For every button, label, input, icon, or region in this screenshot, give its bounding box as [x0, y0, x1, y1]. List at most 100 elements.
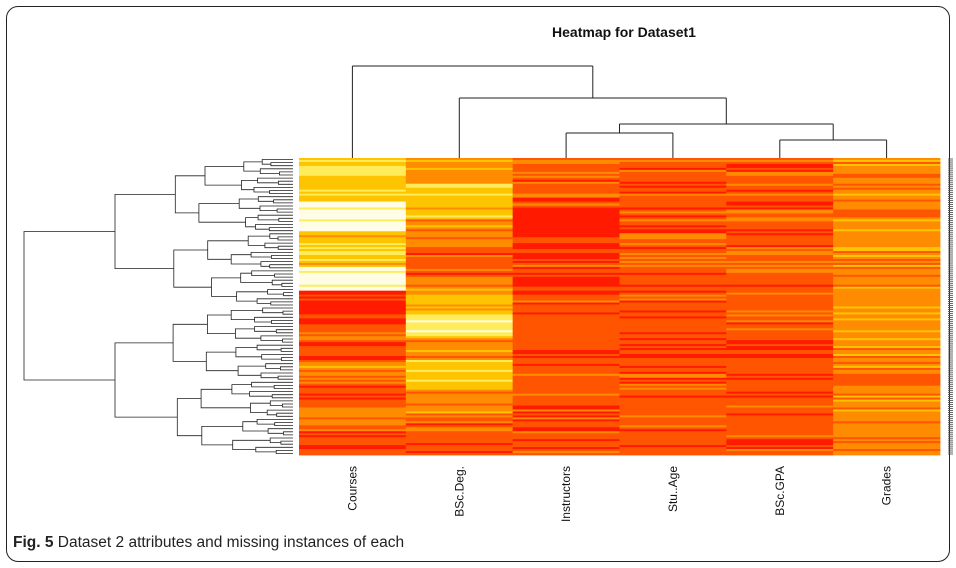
heatmap-cell [619, 405, 727, 408]
heatmap-cell [833, 300, 941, 303]
heatmap-cell [833, 266, 941, 270]
heatmap-cell [726, 183, 834, 187]
heatmap-cell [405, 326, 514, 329]
heatmap-cell [512, 318, 620, 321]
heatmap-cell [299, 314, 407, 317]
dendrogram-branch [280, 347, 293, 352]
heatmap-cell [833, 308, 941, 311]
heatmap-cell [299, 183, 407, 187]
heatmap-cell [833, 245, 941, 248]
heatmap-cell [405, 310, 514, 313]
heatmap-cell [619, 306, 727, 309]
heatmap-cell [619, 209, 727, 212]
heatmap-cell [726, 165, 834, 169]
heatmap-cell [405, 365, 514, 369]
heatmap-cell [726, 314, 834, 317]
heatmap-cell [833, 181, 941, 185]
heatmap-cell [833, 286, 941, 290]
heatmap-cell [299, 233, 407, 236]
heatmap-cell [512, 346, 620, 349]
heatmap-cell [619, 356, 727, 359]
heatmap-cell [619, 417, 727, 420]
dendrogram-branch [200, 388, 251, 409]
heatmap-cell [619, 251, 727, 254]
heatmap-cell [726, 298, 834, 301]
heatmap-cell [405, 217, 514, 220]
heatmap-cell [512, 377, 620, 381]
heatmap-cell [512, 260, 620, 264]
heatmap-cell [512, 401, 620, 404]
heatmap-cell [833, 407, 941, 410]
heatmap-cell [726, 247, 834, 250]
heatmap-cell [833, 336, 941, 339]
heatmap-cell [619, 223, 727, 226]
heatmap-cell [833, 385, 941, 389]
heatmap-cell [726, 363, 834, 367]
heatmap-cell [833, 298, 941, 301]
heatmap-cell [833, 272, 941, 276]
heatmap-cell [405, 429, 514, 432]
heatmap-cell [405, 419, 514, 422]
dendrogram-branch [173, 249, 212, 288]
heatmap-cell [299, 215, 407, 218]
heatmap-cell [619, 391, 727, 395]
heatmap-cell [299, 427, 407, 430]
heatmap-cell [405, 369, 514, 373]
heatmap-cell [512, 421, 620, 424]
heatmap-cell [619, 163, 727, 167]
heatmap-cell [512, 336, 620, 339]
heatmap-cell [619, 312, 727, 315]
dendrogram-branch [260, 335, 293, 341]
dendrogram-branch [250, 252, 293, 258]
heatmap-cell [405, 381, 514, 385]
heatmap-cell [512, 272, 620, 276]
heatmap-column-2 [512, 158, 620, 456]
heatmap-cell [619, 161, 727, 165]
heatmap-cell [299, 253, 407, 256]
heatmap-cell [405, 278, 514, 282]
heatmap-cell [405, 300, 514, 303]
heatmap-cell [512, 316, 620, 319]
heatmap-cell [619, 302, 727, 305]
heatmap-cell [299, 229, 407, 232]
dendrogram-branch [271, 255, 293, 259]
heatmap-cell [726, 403, 834, 406]
dendrogram-branch [276, 208, 293, 213]
heatmap-cell [405, 175, 514, 179]
heatmap-cell [833, 280, 941, 284]
heatmap-cell [619, 229, 727, 232]
heatmap-cell [726, 407, 834, 410]
heatmap-cell [512, 332, 620, 335]
heatmap-cell [299, 369, 407, 373]
dendrogram-branch [282, 310, 293, 315]
heatmap-cell [512, 322, 620, 325]
heatmap-cell [299, 258, 407, 262]
heatmap-cell [619, 318, 727, 321]
heatmap-cell [619, 298, 727, 301]
heatmap-cell [833, 215, 941, 218]
heatmap-cell [726, 231, 834, 234]
heatmap-cell [726, 413, 834, 416]
heatmap-cell [512, 371, 620, 375]
heatmap-cell [405, 167, 514, 171]
heatmap-cell [726, 427, 834, 430]
heatmap-cell [619, 282, 727, 286]
heatmap-cell [405, 245, 514, 248]
heatmap-cell [405, 399, 514, 402]
heatmap-cell [833, 371, 941, 375]
heatmap-cell [405, 247, 514, 250]
dendrogram-branch [243, 161, 263, 172]
heatmap-cell [512, 375, 620, 379]
heatmap-cell [619, 328, 727, 331]
heatmap-cell [619, 183, 727, 187]
heatmap-cell [726, 431, 834, 434]
heatmap-cell [405, 262, 514, 266]
heatmap-cell [512, 211, 620, 214]
dendrogram-branch [176, 398, 202, 437]
heatmap-cell [299, 399, 407, 402]
heatmap-cell [299, 161, 407, 165]
heatmap-cell [299, 401, 407, 404]
heatmap-cell [512, 314, 620, 317]
heatmap-cell [726, 163, 834, 167]
dendrogram-branch [257, 214, 293, 221]
